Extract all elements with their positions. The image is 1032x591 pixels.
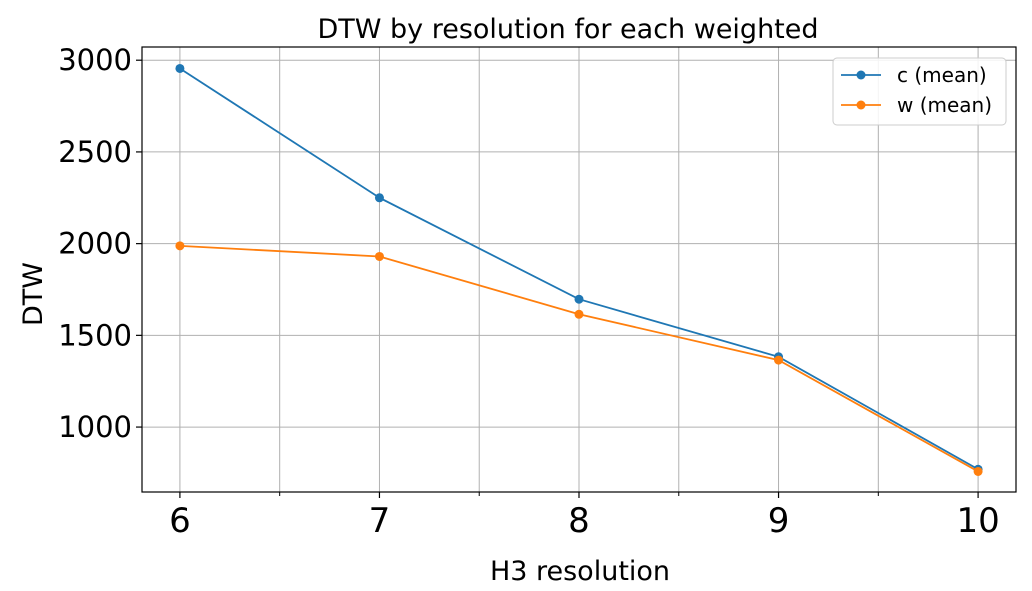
data-point: [374, 251, 384, 261]
y-tick-label: 2000: [58, 227, 132, 261]
x-tick-label: 9: [768, 501, 790, 541]
x-tick-label: 10: [956, 501, 999, 541]
y-tick-label: 2500: [58, 135, 132, 169]
y-tick-label: 3000: [58, 43, 132, 77]
legend-label: c (mean): [897, 63, 987, 87]
y-tick-label: 1500: [58, 318, 132, 352]
data-point: [574, 294, 584, 304]
data-point: [574, 309, 584, 319]
data-point: [973, 466, 983, 476]
legend-label: w (mean): [897, 93, 992, 117]
y-tick-label: 1000: [58, 410, 132, 444]
data-point: [175, 241, 185, 251]
legend-marker: [856, 100, 866, 110]
x-axis-label: H3 resolution: [490, 556, 670, 587]
x-tick-label: 7: [369, 501, 391, 541]
chart-title: DTW by resolution for each weighted: [317, 14, 818, 45]
series-layer: [175, 63, 983, 476]
legend: c (mean) w (mean): [832, 57, 1007, 126]
data-point: [374, 193, 384, 203]
y-axis-label: DTW: [18, 262, 49, 326]
x-tick-label: 8: [568, 501, 590, 541]
data-point: [774, 355, 784, 365]
ticks-layer: 6 7 8 9 10 1000 1500 2000 2500 3000: [58, 43, 1000, 541]
data-point: [175, 63, 185, 73]
series-2: [175, 241, 983, 476]
x-tick-label: 6: [169, 501, 191, 541]
legend-marker: [856, 70, 866, 80]
